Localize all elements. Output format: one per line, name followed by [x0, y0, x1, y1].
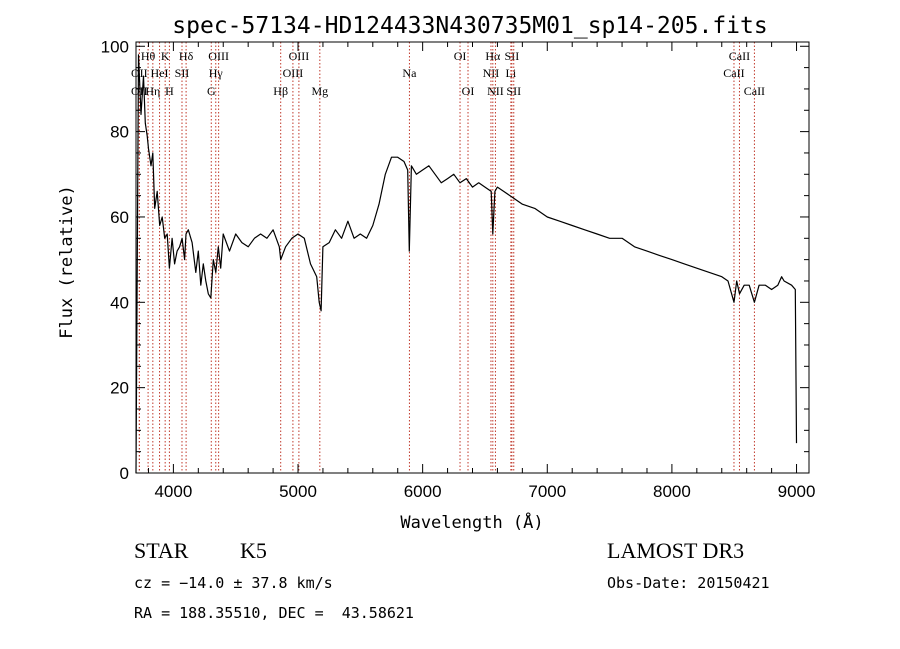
line-marker-label: HeI	[151, 66, 169, 80]
y-tick-label: 60	[110, 208, 129, 227]
line-marker-label: OIII	[208, 49, 229, 63]
axis-ticks: 4000 5000 6000 7000 8000 9000 0 20 40 60 80 100	[101, 37, 816, 501]
line-marker-label: NII	[483, 66, 500, 80]
x-tick-label: 8000	[653, 482, 691, 501]
line-marker-label: SII	[506, 84, 521, 98]
line-marker-label: Li	[506, 66, 517, 80]
plot-frame	[135, 41, 810, 474]
line-marker-label: K	[161, 49, 170, 63]
line-marker-label: Hγ	[209, 66, 224, 80]
line-marker-label: CaII	[723, 66, 744, 80]
line-marker-label: SII	[175, 66, 190, 80]
line-marker-label: Hθ	[141, 49, 156, 63]
line-marker-label: CaII	[729, 49, 750, 63]
survey-name: LAMOST DR3	[607, 538, 745, 563]
y-axis-title: Flux (relative)	[57, 185, 77, 339]
line-marker-label: Hδ	[179, 49, 194, 63]
coordinates-readout: RA = 188.35510, DEC = 43.58621	[134, 604, 414, 622]
x-tick-label: 9000	[778, 482, 816, 501]
x-tick-label: 5000	[279, 482, 317, 501]
line-marker-label: Na	[402, 66, 417, 80]
spectrum-line	[135, 54, 798, 474]
line-marker-label: NII	[487, 84, 504, 98]
line-marker-label: OIII	[289, 49, 310, 63]
object-class: STAR	[134, 538, 189, 563]
line-marker-label: OIII	[283, 66, 304, 80]
line-marker-label: H	[165, 84, 174, 98]
subclass: K5	[240, 538, 267, 563]
x-tick-label: 6000	[404, 482, 442, 501]
y-tick-label: 0	[120, 464, 129, 483]
line-marker-label: Hα	[485, 49, 501, 63]
line-marker-label: SII	[505, 49, 520, 63]
spectrum-series	[135, 54, 798, 474]
y-tick-label: 100	[101, 37, 129, 56]
line-marker-label: OI	[462, 84, 475, 98]
line-marker-label: OI	[454, 49, 467, 63]
line-marker-label: Mg	[311, 84, 328, 98]
line-markers: OIIOIIHθHηHeIKHSIIHδGHγOIIIHβOIIIOIIIMgN…	[131, 42, 765, 473]
line-marker-label: Hη	[145, 84, 160, 98]
redshift-readout: cz = −14.0 ± 37.8 km/s	[134, 574, 333, 592]
line-marker-label: Hβ	[273, 84, 288, 98]
line-marker-label: G	[207, 84, 216, 98]
x-tick-label: 7000	[528, 482, 566, 501]
y-tick-label: 80	[110, 123, 129, 142]
line-marker-label: CaII	[744, 84, 765, 98]
x-tick-label: 4000	[154, 482, 192, 501]
x-axis-title: Wavelength (Å)	[400, 511, 543, 533]
y-tick-label: 40	[110, 293, 129, 312]
obs-date: Obs-Date: 20150421	[607, 574, 770, 592]
chart-title: spec-57134-HD124433N430735M01_sp14-205.f…	[172, 13, 767, 39]
y-tick-label: 20	[110, 379, 129, 398]
